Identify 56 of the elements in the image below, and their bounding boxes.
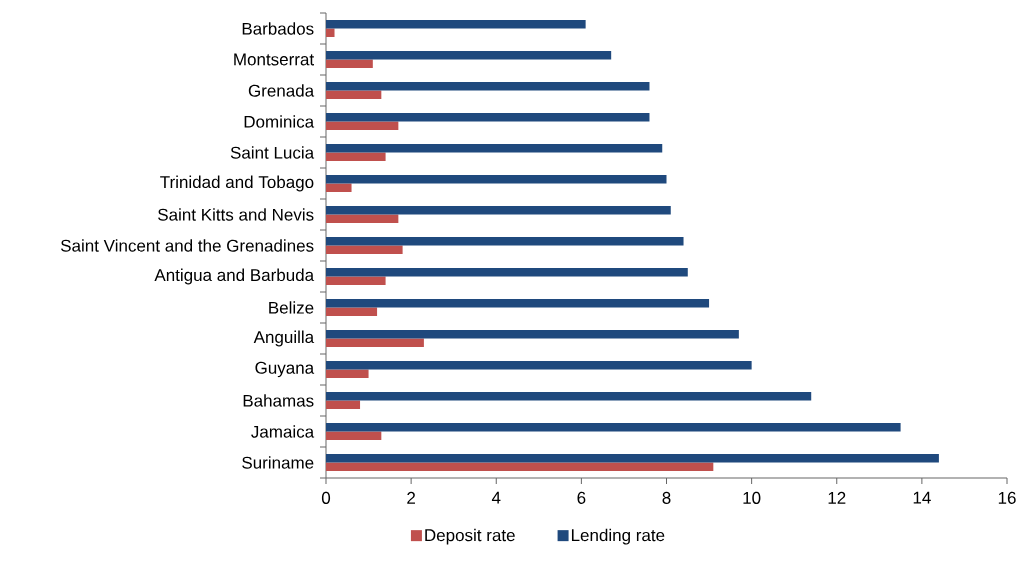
y-tick-label: Jamaica <box>251 425 315 438</box>
y-tick-label: Antigua and Barbuda <box>154 268 315 285</box>
y-tick-label: Saint Vincent and the Grenadines <box>60 239 314 252</box>
bar <box>326 400 361 409</box>
bar <box>326 462 714 472</box>
bar <box>326 338 424 348</box>
y-tick-label: Suriname <box>242 456 314 469</box>
y-tick-label: Saint Lucia <box>230 146 315 159</box>
x-tick-label: 0 <box>321 491 331 504</box>
bar <box>326 20 586 29</box>
legend-label: Deposit rate <box>425 528 515 545</box>
legend-label: Lending rate <box>571 528 665 545</box>
bar <box>326 431 382 441</box>
bar <box>326 113 650 122</box>
bar <box>326 121 399 131</box>
bar <box>326 276 386 286</box>
bar <box>326 454 939 463</box>
bar <box>326 245 403 254</box>
x-tick-label: 2 <box>407 491 415 504</box>
y-tick-label: Trinidad and Tobago <box>160 175 314 192</box>
bar <box>326 330 739 339</box>
bar <box>326 51 612 60</box>
bar <box>326 214 399 223</box>
y-tick-label: Saint Kitts and Nevis <box>158 208 314 221</box>
bar <box>326 307 378 316</box>
bar <box>326 361 752 370</box>
bar <box>326 82 650 91</box>
y-tick-label: Barbados <box>242 22 314 35</box>
y-tick-label: Bahamas <box>243 394 314 407</box>
x-tick-label: 14 <box>913 491 931 504</box>
x-tick-label: 8 <box>662 491 671 504</box>
y-tick-label: Anguilla <box>253 330 315 347</box>
bar <box>326 237 684 246</box>
x-tick-label: 4 <box>491 491 501 504</box>
y-tick-label: Guyana <box>255 361 315 378</box>
bar <box>326 392 812 401</box>
bar <box>326 183 352 192</box>
y-tick-label: Belize <box>269 301 314 314</box>
bar <box>326 206 671 215</box>
x-tick-label: 16 <box>998 491 1016 504</box>
y-tick-label: Dominica <box>244 115 315 128</box>
x-tick-label: 10 <box>743 491 761 504</box>
x-tick-label: 12 <box>828 491 846 504</box>
bar <box>326 423 901 432</box>
bar <box>326 144 663 153</box>
x-tick-label: 6 <box>577 491 586 504</box>
bar <box>326 28 335 37</box>
bar <box>326 90 382 99</box>
y-tick-label: Montserrat <box>234 53 314 66</box>
bar <box>326 369 369 379</box>
y-tick-label: Grenada <box>248 84 315 97</box>
bar <box>326 299 710 308</box>
bar <box>326 152 386 161</box>
bar <box>326 175 667 184</box>
bar <box>326 59 373 68</box>
bar <box>326 268 688 277</box>
